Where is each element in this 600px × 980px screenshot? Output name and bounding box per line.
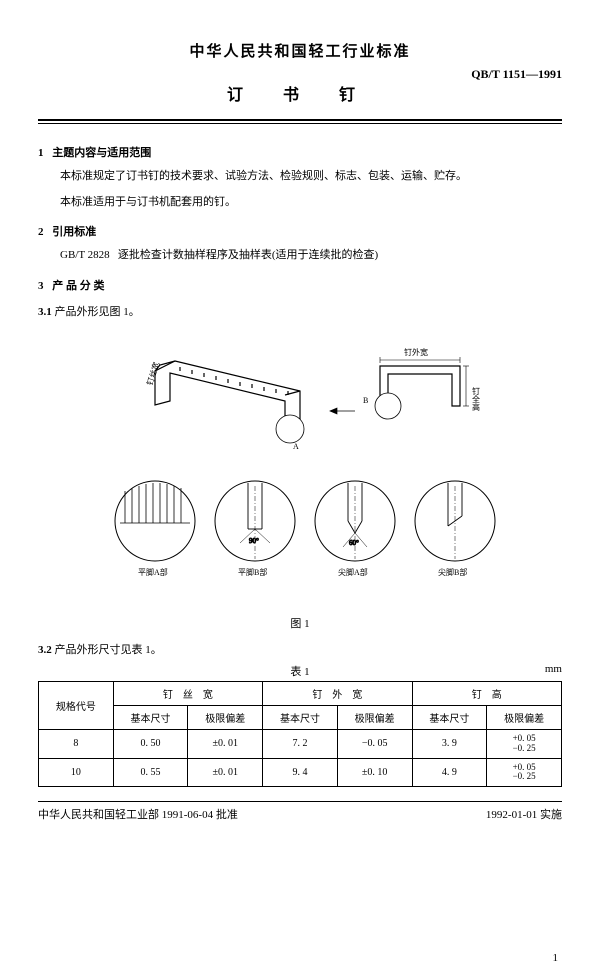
subsec-text: 产品外形见图 1。 xyxy=(55,306,140,318)
subsec-text: 产品外形尺寸见表 1。 xyxy=(55,644,162,656)
th-basic: 基本尺寸 xyxy=(263,705,338,729)
section-1: 1 主题内容与适用范围 本标准规定了订书钉的技术要求、试验方法、检验规则、标志、… xyxy=(38,144,562,211)
para: 本标准适用于与订书机配套用的钉。 xyxy=(38,194,562,212)
section-2: 2 引用标准 GB/T 2828 逐批检查计数抽样程序及抽样表(适用于连续批的检… xyxy=(38,223,562,265)
footer-effective: 1992-01-01 实施 xyxy=(486,806,562,822)
sec-title: 引用标准 xyxy=(52,226,96,238)
th-wire: 钉 丝 宽 xyxy=(113,681,262,705)
table-unit: mm xyxy=(545,663,562,675)
sec-num: 3 xyxy=(38,280,44,292)
ref-code: GB/T 2828 xyxy=(60,249,110,261)
cell-wire-basic: 0. 50 xyxy=(113,729,188,758)
cell-wire-tol: ±0. 01 xyxy=(188,729,263,758)
footer-approve: 中华人民共和国轻工业部 1991-06-04 批准 xyxy=(38,806,238,822)
doc-code: QB/T 1151—1991 xyxy=(471,67,562,82)
cell-height-tol: +0. 05−0. 25 xyxy=(487,729,562,758)
page-number: 1 xyxy=(553,952,559,964)
figure-svg: 钉丝宽 A 钉外宽 钉全高 B xyxy=(100,331,500,611)
cell-height-tol: +0. 05−0. 25 xyxy=(487,758,562,787)
subsec-num: 3.2 xyxy=(38,644,52,656)
figure-1: 钉丝宽 A 钉外宽 钉全高 B xyxy=(38,331,562,631)
footer: 中华人民共和国轻工业部 1991-06-04 批准 1992-01-01 实施 xyxy=(38,806,562,822)
label-A: A xyxy=(293,442,299,451)
th-basic: 基本尺寸 xyxy=(113,705,188,729)
table-caption: 表 1 xyxy=(290,666,309,678)
outer-width-label: 钉外宽 xyxy=(404,347,428,357)
th-spec: 规格代号 xyxy=(39,681,114,729)
detail-4-label: 尖脚B部 xyxy=(438,567,467,577)
angle-60: 60° xyxy=(349,539,359,547)
detail-1-label: 平脚A部 xyxy=(138,567,168,577)
table-row: 100. 55±0. 019. 4±0. 104. 9+0. 05−0. 25 xyxy=(39,758,562,787)
cell-outer-basic: 9. 4 xyxy=(263,758,338,787)
detail-3-label: 尖脚A部 xyxy=(338,567,368,577)
th-tol: 极限偏差 xyxy=(337,705,412,729)
figure-label: 图 1 xyxy=(38,615,562,631)
th-basic: 基本尺寸 xyxy=(412,705,487,729)
table-header-row: 规格代号 钉 丝 宽 钉 外 宽 钉 高 xyxy=(39,681,562,705)
footer-divider xyxy=(38,801,562,802)
spec-table: 规格代号 钉 丝 宽 钉 外 宽 钉 高 基本尺寸 极限偏差 基本尺寸 极限偏差… xyxy=(38,681,562,788)
detail-2-label: 平脚B部 xyxy=(238,567,267,577)
table-header-row: 基本尺寸 极限偏差 基本尺寸 极限偏差 基本尺寸 极限偏差 xyxy=(39,705,562,729)
sec-title: 产 品 分 类 xyxy=(52,280,104,292)
label-B: B xyxy=(363,396,368,405)
th-height: 钉 高 xyxy=(412,681,561,705)
sec-num: 1 xyxy=(38,147,44,159)
cell-outer-tol: ±0. 10 xyxy=(337,758,412,787)
sec-title: 主题内容与适用范围 xyxy=(52,147,151,159)
th-outer: 钉 外 宽 xyxy=(263,681,412,705)
para: GB/T 2828 逐批检查计数抽样程序及抽样表(适用于连续批的检查) xyxy=(38,247,562,265)
cell-wire-tol: ±0. 01 xyxy=(188,758,263,787)
table-row: 80. 50±0. 017. 2−0. 053. 9+0. 05−0. 25 xyxy=(39,729,562,758)
full-height-label: 钉全高 xyxy=(472,386,481,412)
th-tol: 极限偏差 xyxy=(487,705,562,729)
sec-num: 2 xyxy=(38,226,44,238)
cell-height-basic: 4. 9 xyxy=(412,758,487,787)
section-3: 3 产 品 分 类 3.1 产品外形见图 1。 xyxy=(38,277,562,319)
cell-outer-tol: −0. 05 xyxy=(337,729,412,758)
para: 本标准规定了订书钉的技术要求、试验方法、检验规则、标志、包装、运输、贮存。 xyxy=(38,168,562,186)
cell-spec: 8 xyxy=(39,729,114,758)
angle-90: 90° xyxy=(249,537,259,545)
subsec-num: 3.1 xyxy=(38,306,52,318)
divider-thick xyxy=(38,119,562,121)
table-caption-row: 表 1 mm xyxy=(38,663,562,679)
subsection-32: 3.2 产品外形尺寸见表 1。 xyxy=(38,641,562,657)
divider-thin xyxy=(38,123,562,124)
th-tol: 极限偏差 xyxy=(188,705,263,729)
doc-title: 订 书 钉 xyxy=(227,81,373,105)
cell-outer-basic: 7. 2 xyxy=(263,729,338,758)
cell-height-basic: 3. 9 xyxy=(412,729,487,758)
cell-wire-basic: 0. 55 xyxy=(113,758,188,787)
cell-spec: 10 xyxy=(39,758,114,787)
ref-title: 逐批检查计数抽样程序及抽样表(适用于连续批的检查) xyxy=(118,249,378,261)
org-title: 中华人民共和国轻工行业标准 xyxy=(38,40,562,61)
